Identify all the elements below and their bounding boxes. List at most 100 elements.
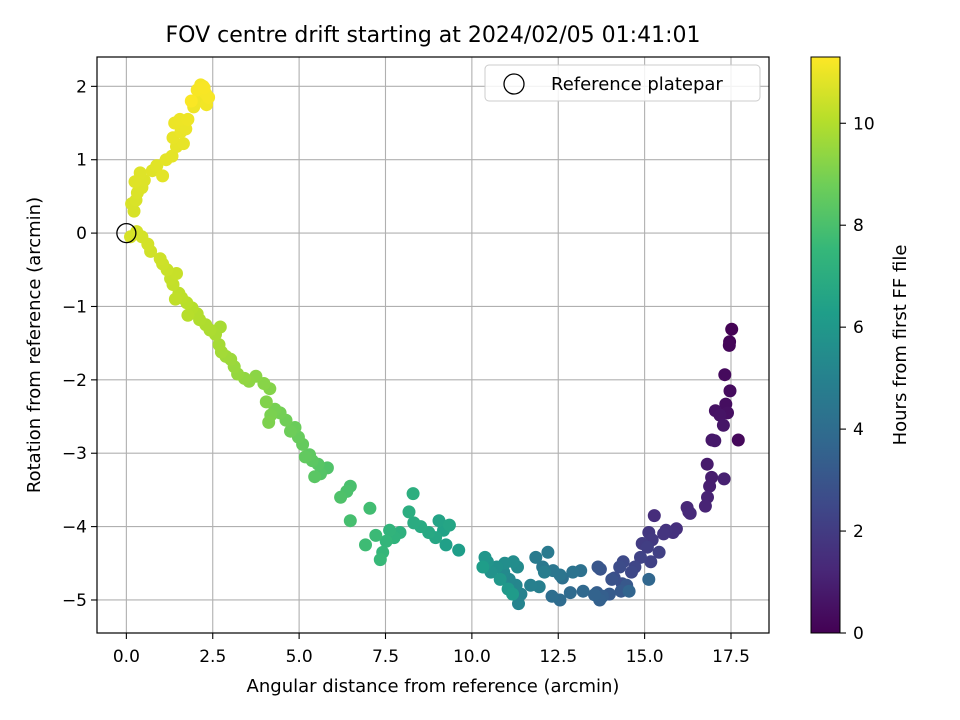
colorbar-tick-label: 10 — [853, 114, 875, 134]
data-point — [363, 501, 377, 515]
x-tick-label: 0.0 — [113, 647, 140, 667]
data-point — [723, 384, 737, 398]
data-point — [576, 584, 590, 598]
x-tick-label: 2.5 — [199, 647, 226, 667]
legend-box — [484, 64, 761, 102]
colorbar-ticks: 0 2 4 6 8 10 — [840, 114, 875, 644]
x-axis-label: Angular distance from reference (arcmin) — [247, 676, 620, 697]
data-point — [657, 527, 671, 541]
colorbar-tick-label: 0 — [853, 624, 864, 644]
data-point — [647, 509, 661, 523]
colorbar-tick-label: 4 — [853, 420, 864, 440]
data-point — [181, 308, 195, 322]
data-point — [717, 472, 731, 486]
data-point — [588, 588, 601, 602]
chart-title: FOV centre drift starting at 2024/02/05 … — [166, 23, 701, 48]
data-point — [652, 545, 666, 559]
data-point — [493, 572, 507, 586]
data-point — [563, 586, 577, 600]
data-point — [529, 550, 543, 564]
plot-area: 0.0 2.5 5.0 7.5 10.0 12.5 15.0 17.5 2 1 0 −1 −2 −3 −4… — [62, 56, 770, 667]
data-point — [452, 543, 466, 557]
data-point — [708, 434, 722, 448]
data-point — [524, 578, 538, 592]
colorbar-label: Hours from first FF file — [890, 245, 911, 446]
data-point — [640, 540, 654, 554]
data-point — [642, 572, 656, 586]
y-tick-label: 1 — [76, 151, 87, 171]
data-point — [703, 479, 717, 493]
data-point — [168, 292, 182, 306]
data-point — [512, 597, 525, 611]
data-point — [716, 418, 730, 432]
data-point — [644, 555, 658, 569]
data-point — [439, 538, 453, 552]
data-point — [262, 415, 276, 429]
data-point — [197, 81, 211, 95]
data-point — [713, 408, 727, 422]
data-point — [731, 433, 745, 447]
data-point — [683, 506, 697, 520]
data-point — [259, 395, 273, 409]
x-tick-label: 17.5 — [712, 647, 750, 667]
y-axis-ticks: 2 1 0 −1 −2 −3 −4 −5 — [62, 77, 97, 611]
data-point — [625, 565, 638, 579]
data-point — [181, 112, 195, 126]
data-points — [124, 78, 745, 611]
data-point — [432, 514, 446, 528]
data-point — [541, 545, 555, 559]
data-point — [334, 490, 348, 504]
x-axis-ticks: 0.0 2.5 5.0 7.5 10.0 12.5 15.0 17.5 — [113, 633, 750, 667]
y-tick-label: −1 — [62, 297, 87, 317]
data-point — [184, 94, 198, 108]
data-point — [566, 565, 580, 579]
data-point — [379, 534, 393, 548]
y-tick-label: −5 — [62, 591, 87, 611]
data-point — [407, 516, 421, 530]
plot-frame — [96, 56, 770, 634]
data-point — [506, 587, 520, 601]
colorbar-tick-label: 6 — [853, 318, 864, 338]
data-point — [700, 457, 714, 471]
y-tick-label: −4 — [62, 518, 87, 538]
colorbar-tick-label: 2 — [853, 522, 864, 542]
data-point — [476, 560, 490, 574]
data-point — [725, 322, 739, 336]
data-point — [373, 553, 387, 567]
data-point — [383, 523, 397, 537]
data-point — [153, 252, 167, 266]
reference-platepar-marker — [116, 222, 137, 244]
data-point — [359, 538, 372, 552]
data-point — [545, 589, 559, 603]
data-point — [698, 499, 712, 513]
data-point — [156, 169, 170, 183]
y-tick-label: 0 — [76, 224, 87, 244]
data-point — [298, 450, 312, 464]
data-point — [369, 528, 383, 542]
data-point — [622, 584, 636, 598]
data-point — [722, 338, 736, 352]
data-point — [402, 505, 416, 519]
colorbar-gradient — [810, 56, 841, 634]
x-tick-label: 10.0 — [453, 647, 491, 667]
data-point — [537, 565, 551, 579]
colorbar: 0 2 4 6 8 10 Hours from first FF file — [810, 56, 911, 644]
data-point — [343, 514, 357, 528]
data-point — [718, 368, 732, 382]
data-point — [634, 550, 647, 564]
data-point — [212, 338, 226, 352]
x-tick-label: 5.0 — [286, 647, 313, 667]
data-point — [605, 572, 619, 586]
reference-marker — [116, 222, 137, 244]
x-tick-label: 15.0 — [626, 647, 664, 667]
data-point — [284, 424, 297, 438]
grid-lines — [97, 57, 769, 633]
y-axis-label: Rotation from reference (arcmin) — [24, 197, 45, 493]
legend-label: Reference platepar — [551, 74, 723, 95]
x-tick-label: 12.5 — [539, 647, 577, 667]
data-point — [591, 560, 605, 574]
data-point — [442, 518, 456, 532]
y-tick-label: −2 — [62, 371, 87, 391]
data-point — [308, 470, 322, 484]
